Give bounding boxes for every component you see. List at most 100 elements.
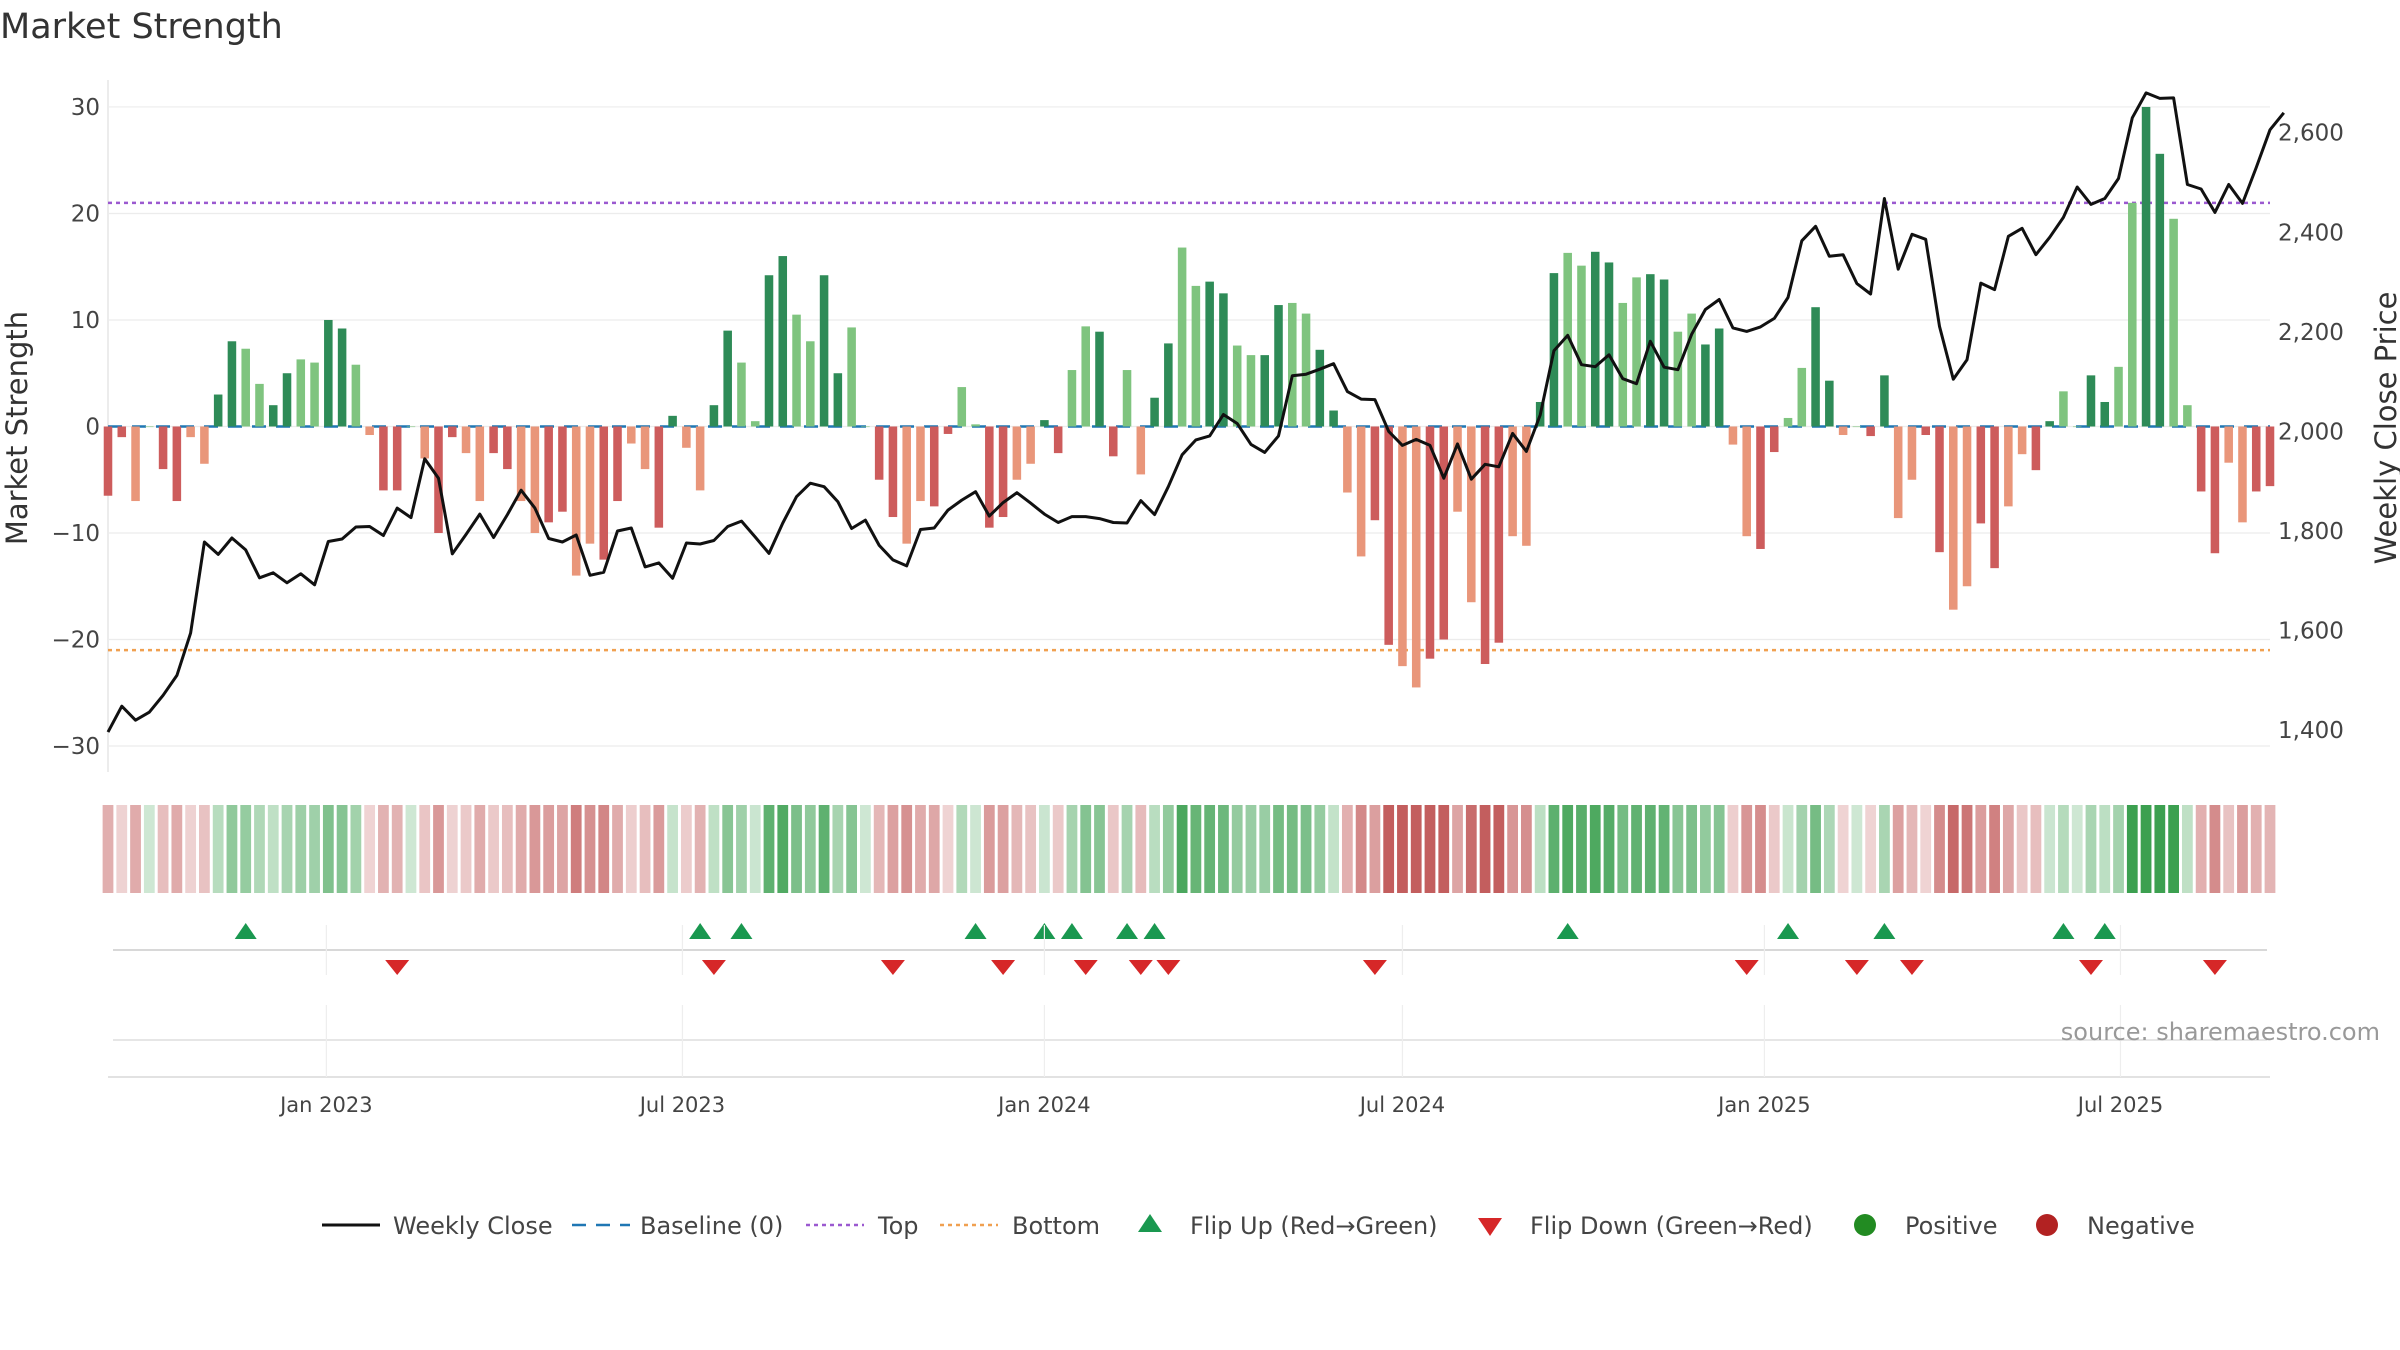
legend-negative-swatch — [2036, 1214, 2058, 1236]
strength-bar — [558, 426, 567, 512]
strength-bar — [1893, 426, 1903, 519]
band-cell — [1961, 805, 1973, 893]
strength-bar — [1053, 426, 1063, 454]
y2-tick-label: 2,600 — [2278, 121, 2344, 147]
strength-bar — [902, 426, 911, 544]
strength-bar — [847, 327, 856, 427]
y-axis-label: Market Strength — [0, 311, 34, 545]
band-cell — [364, 805, 376, 893]
strength-bar — [158, 426, 168, 470]
band-cell — [2250, 805, 2262, 893]
band-cell — [1741, 805, 1753, 893]
y2-tick-label: 2,400 — [2278, 220, 2344, 246]
strength-bar — [750, 421, 760, 427]
band-cell — [749, 805, 761, 893]
band-cell — [1906, 805, 1918, 893]
strength-bar — [2114, 366, 2123, 427]
strength-bar — [1769, 426, 1779, 453]
band-cell — [1644, 805, 1656, 893]
band-cell — [1700, 805, 1711, 893]
flip-up-marker — [2093, 923, 2116, 939]
strength-bar — [1164, 343, 1173, 427]
band-cell — [1865, 805, 1877, 893]
strength-bar — [241, 348, 250, 427]
strength-bar — [985, 426, 994, 528]
band-cell — [791, 805, 802, 893]
band-cell — [1314, 805, 1326, 893]
strength-bar — [296, 359, 306, 427]
strength-bar — [365, 426, 374, 436]
strength-bar — [943, 426, 953, 434]
strength-bar — [310, 362, 319, 427]
strength-bar — [2141, 106, 2151, 427]
band-cell — [2126, 805, 2138, 893]
flip-up-marker — [1556, 923, 1579, 939]
chart-title: Market Strength — [0, 7, 283, 47]
band-cell — [350, 805, 362, 893]
band-cell — [2058, 805, 2069, 893]
band-cell — [873, 805, 885, 893]
x-tick-label: Jul 2023 — [638, 1093, 725, 1117]
strength-bar — [406, 426, 416, 428]
strength-bar — [1356, 426, 1366, 557]
band-cell — [157, 805, 169, 893]
strength-bar — [1467, 426, 1476, 603]
x-tick-label: Jan 2023 — [278, 1093, 373, 1117]
band-cell — [1300, 805, 1312, 893]
strength-bar — [2100, 401, 2110, 427]
strength-bar — [1866, 426, 1875, 437]
band-cell — [1934, 805, 1945, 893]
band-cell — [474, 805, 486, 893]
band-cell — [557, 805, 568, 893]
strength-bar — [668, 415, 677, 427]
band-cell — [1534, 805, 1546, 893]
band-cell — [1094, 805, 1105, 893]
band-cell — [2140, 805, 2152, 893]
legend-label: Flip Down (Green→Red) — [1530, 1212, 1813, 1240]
band-cell — [240, 805, 252, 893]
band-cell — [639, 805, 651, 893]
strength-bar — [1618, 302, 1628, 427]
band-cell — [1052, 805, 1064, 893]
strength-bar — [213, 394, 223, 427]
band-cell — [1190, 805, 1202, 893]
strength-bar — [1081, 326, 1090, 427]
band-cell — [1341, 805, 1353, 893]
band-cell — [1273, 805, 1284, 893]
band-cell — [1218, 805, 1229, 893]
strength-bar — [103, 426, 113, 496]
band-cell — [598, 805, 610, 893]
band-cell — [281, 805, 293, 893]
band-cell — [1727, 805, 1739, 893]
strength-bar — [1453, 426, 1462, 512]
strength-bar — [1411, 426, 1421, 688]
strength-bar — [2251, 426, 2261, 492]
strength-bar — [764, 275, 774, 427]
flip-up-marker — [1116, 923, 1139, 939]
band-cell — [2016, 805, 2028, 893]
strength-bar — [200, 426, 209, 464]
band-cell — [1975, 805, 1987, 893]
strength-bar — [1329, 410, 1338, 427]
legend-flip-up-swatch — [1138, 1214, 1162, 1232]
strength-bar — [1219, 293, 1228, 427]
band-cell — [1176, 805, 1188, 893]
legend-label: Bottom — [1012, 1212, 1100, 1240]
strength-bar — [337, 328, 347, 427]
strength-bar — [1398, 426, 1407, 667]
strength-bar — [695, 426, 705, 491]
band-cell — [625, 805, 637, 893]
strength-bar — [585, 426, 595, 544]
strength-bar — [268, 405, 278, 427]
strength-bar — [1811, 307, 1820, 427]
strength-bar — [2031, 426, 2041, 471]
band-cell — [267, 805, 279, 893]
strength-bar — [1962, 426, 1972, 587]
band-cell — [2002, 805, 2014, 893]
strength-bar — [1522, 426, 1531, 546]
band-cell — [1589, 805, 1601, 893]
band-cell — [1520, 805, 1532, 893]
band-cell — [694, 805, 706, 893]
strength-bar — [627, 426, 636, 444]
band-cell — [667, 805, 678, 893]
